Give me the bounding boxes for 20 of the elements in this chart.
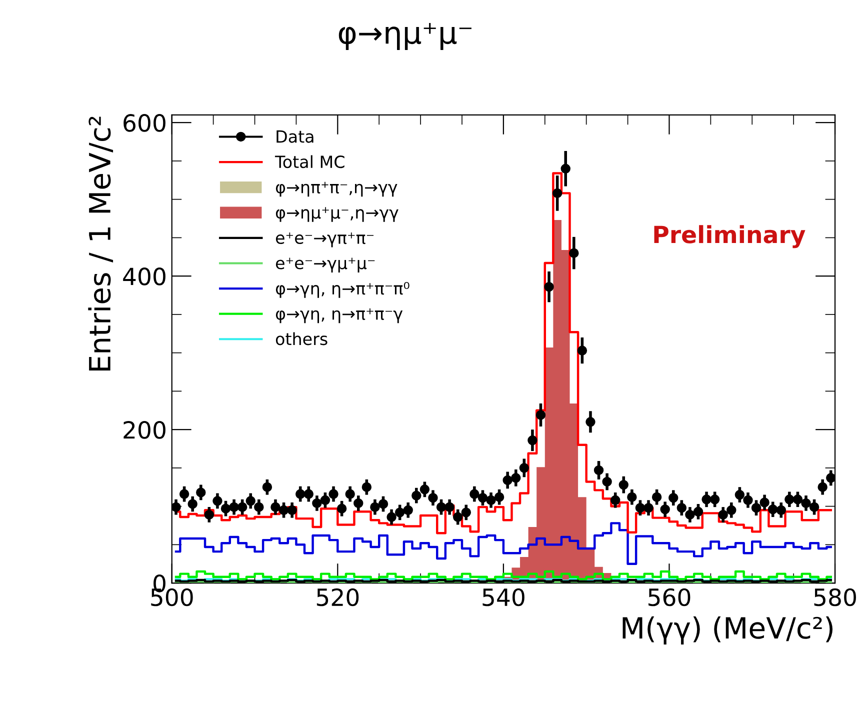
legend-label: Total MC — [274, 155, 344, 168]
legend-label: e⁺e⁻→γμ⁺μ⁻ — [276, 258, 375, 273]
legend-label: φ→γη, η→π⁺π⁻π⁰ — [276, 282, 410, 298]
x-tick-label: 560 — [648, 588, 690, 606]
x-tick-label: 580 — [814, 588, 856, 606]
legend-label: Data — [276, 130, 314, 143]
legend-label: others — [276, 332, 328, 346]
annotation: Preliminary — [654, 225, 806, 248]
legend-label: φ→ηπ⁺π⁻,η→γγ — [276, 182, 398, 197]
y-axis-title: Entries / 1 MeV/c² — [88, 116, 114, 370]
y-tick-label: 400 — [123, 268, 166, 286]
x-tick-label: 540 — [482, 588, 524, 606]
legend-label: φ→ημ⁺μ⁻,η→γγ — [276, 207, 398, 222]
x-tick-label: 520 — [316, 588, 359, 606]
legend-label: φ→γη, η→π⁺π⁻γ — [276, 308, 403, 324]
text: φ→ημ⁺μ⁻ — [338, 22, 472, 50]
x-axis-title: M(γγ) (MeV/c²) — [622, 616, 832, 645]
legend-label: e⁺e⁻→γπ⁺π⁻ — [276, 232, 374, 248]
y-tick-label: 200 — [124, 421, 166, 439]
y-tick-label: 600 — [124, 114, 166, 132]
